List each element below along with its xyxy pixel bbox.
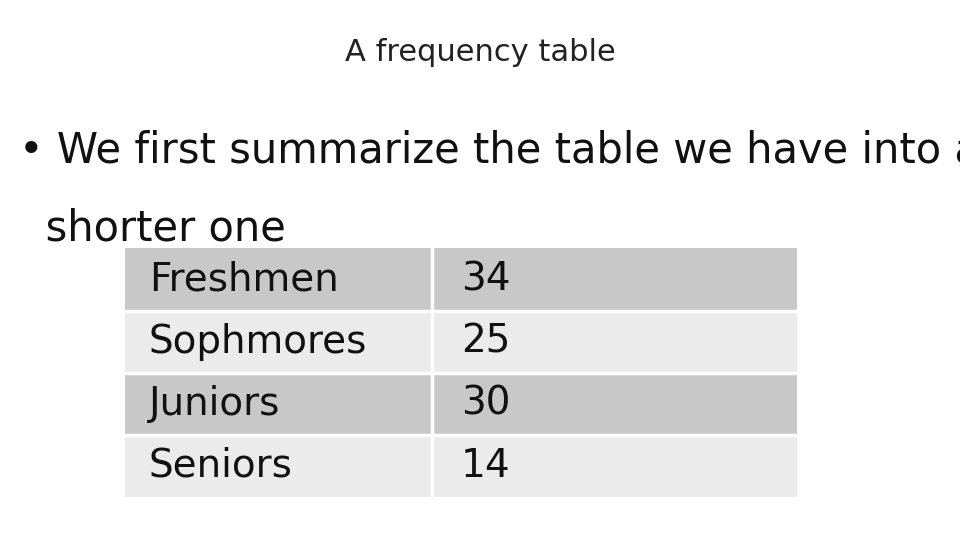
Text: 34: 34	[461, 260, 511, 299]
Text: • We first summarize the table we have into a: • We first summarize the table we have i…	[19, 130, 960, 172]
Text: Sophmores: Sophmores	[149, 322, 367, 361]
Text: 14: 14	[461, 447, 511, 485]
Text: 30: 30	[461, 384, 511, 423]
Text: 25: 25	[461, 322, 510, 361]
Text: A frequency table: A frequency table	[345, 38, 615, 67]
Bar	[125, 373, 797, 435]
Bar	[125, 435, 797, 497]
Bar	[125, 248, 797, 310]
Text: shorter one: shorter one	[19, 208, 286, 250]
Bar	[125, 310, 797, 373]
Text: Freshmen: Freshmen	[149, 260, 339, 299]
Text: Juniors: Juniors	[149, 384, 280, 423]
Text: Seniors: Seniors	[149, 447, 293, 485]
